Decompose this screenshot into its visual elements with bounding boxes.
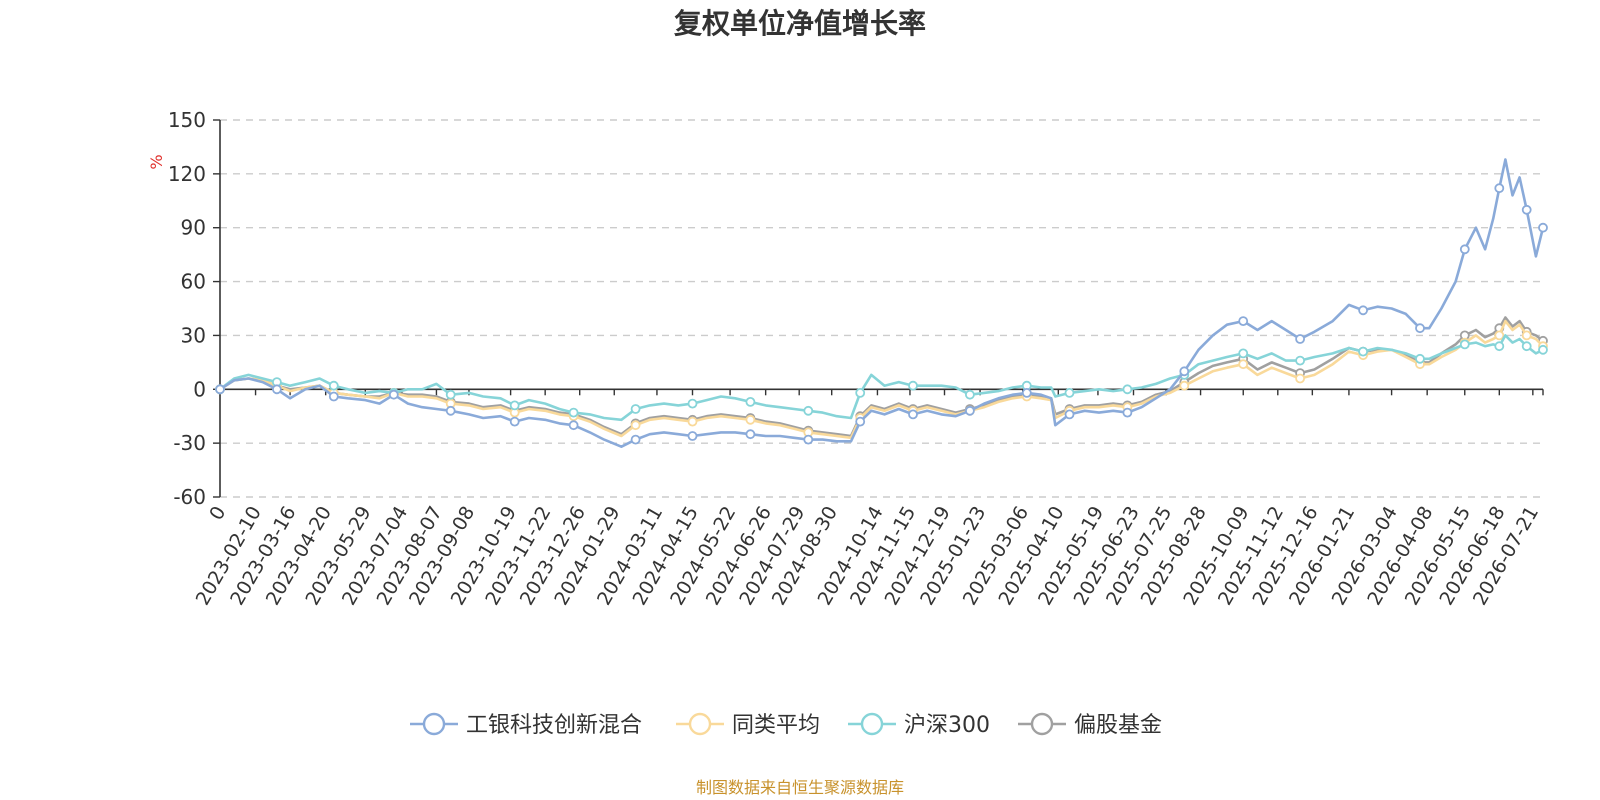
- legend-item[interactable]: 沪深300: [848, 712, 990, 738]
- series-point: [1459, 339, 1470, 350]
- series-point: [568, 420, 579, 431]
- series-point: [965, 405, 975, 416]
- data-source-note: 制图数据来自恒生聚源数据库: [696, 778, 904, 797]
- series-point: [630, 404, 641, 414]
- series-point: [509, 400, 520, 411]
- series-point: [687, 398, 698, 409]
- series-point: [1064, 409, 1075, 420]
- series-point: [745, 429, 756, 440]
- series-point: [803, 434, 814, 445]
- series-point: [1494, 183, 1505, 194]
- series-point: [445, 405, 456, 416]
- series-point: [1238, 316, 1249, 327]
- series-point: [1538, 222, 1548, 233]
- series-point: [1122, 384, 1133, 395]
- series-point: [965, 389, 975, 400]
- series-point: [1238, 359, 1249, 370]
- legend-swatch-marker: [688, 712, 712, 736]
- series-point: [328, 391, 339, 402]
- y-tick-label: 150: [168, 108, 206, 132]
- y-tick-label: 90: [181, 216, 206, 240]
- series-point: [1521, 330, 1532, 341]
- series-point: [1064, 387, 1075, 398]
- series-point: [1358, 305, 1368, 316]
- y-axis-unit-label: %: [147, 154, 166, 169]
- series-point: [630, 434, 641, 445]
- series-point: [328, 380, 339, 391]
- series-point: [1494, 330, 1505, 341]
- series-point: [687, 431, 698, 441]
- series-point: [855, 387, 866, 398]
- legend-label: 工银科技创新混合: [466, 713, 642, 738]
- series-1: [215, 319, 1548, 440]
- series-point: [215, 384, 225, 395]
- y-tick-label: 0: [193, 377, 206, 401]
- series-point: [1295, 355, 1305, 366]
- x-axis: 02023-02-102023-03-162023-04-202023-05-2…: [192, 388, 1544, 609]
- series-point: [1021, 387, 1032, 398]
- series-point: [745, 414, 756, 425]
- y-tick-label: 120: [168, 162, 206, 186]
- series-point: [745, 396, 756, 407]
- legend-swatch-marker: [860, 712, 884, 736]
- series-line: [218, 158, 1545, 448]
- legend-swatch-marker: [1030, 712, 1054, 736]
- series-0: [215, 158, 1548, 448]
- series-point: [1358, 346, 1368, 357]
- series-point: [1415, 353, 1425, 364]
- y-tick-label: 60: [181, 270, 206, 294]
- legend-item[interactable]: 同类平均: [676, 712, 820, 738]
- series-point: [803, 405, 814, 416]
- series-point: [1179, 380, 1190, 391]
- legend-label: 偏股基金: [1074, 713, 1162, 738]
- series-point: [388, 389, 399, 400]
- series-point: [1238, 348, 1249, 359]
- y-tick-label: 30: [181, 323, 206, 347]
- series-point: [1459, 244, 1470, 255]
- y-axis-ticks: -60 -30 0 30 60 90 120 150: [168, 108, 221, 509]
- series-point: [855, 416, 866, 427]
- series-point: [1295, 373, 1305, 384]
- series-point: [271, 384, 282, 395]
- series-point: [568, 407, 579, 418]
- series-point: [908, 409, 918, 420]
- series-point: [1521, 204, 1532, 215]
- legend-swatch-marker: [422, 712, 446, 736]
- legend: 工银科技创新混合 同类平均 沪深300 偏股基金: [410, 712, 1162, 738]
- series-point: [1521, 341, 1532, 352]
- y-tick-label: -30: [173, 431, 206, 455]
- series-point: [445, 389, 456, 400]
- series-point: [1494, 341, 1505, 352]
- series-point: [1295, 334, 1305, 344]
- series-point: [1415, 323, 1425, 334]
- series-2: [215, 334, 1548, 422]
- series-point: [630, 420, 641, 431]
- series-point: [1179, 366, 1190, 377]
- series-lines: [215, 158, 1548, 448]
- series-line: [218, 334, 1545, 422]
- chart-title: 复权单位净值增长率: [674, 7, 926, 40]
- series-point: [908, 380, 918, 391]
- y-tick-label: -60: [173, 485, 206, 509]
- series-point: [687, 416, 698, 427]
- series-point: [1538, 344, 1548, 355]
- series-line: [218, 319, 1545, 440]
- legend-item[interactable]: 工银科技创新混合: [410, 712, 642, 738]
- legend-label: 同类平均: [732, 713, 820, 738]
- x-tick-label: 0: [205, 503, 230, 524]
- series-point: [1122, 407, 1133, 418]
- legend-item[interactable]: 偏股基金: [1018, 712, 1162, 738]
- series-point: [509, 416, 520, 427]
- legend-label: 沪深300: [904, 713, 990, 738]
